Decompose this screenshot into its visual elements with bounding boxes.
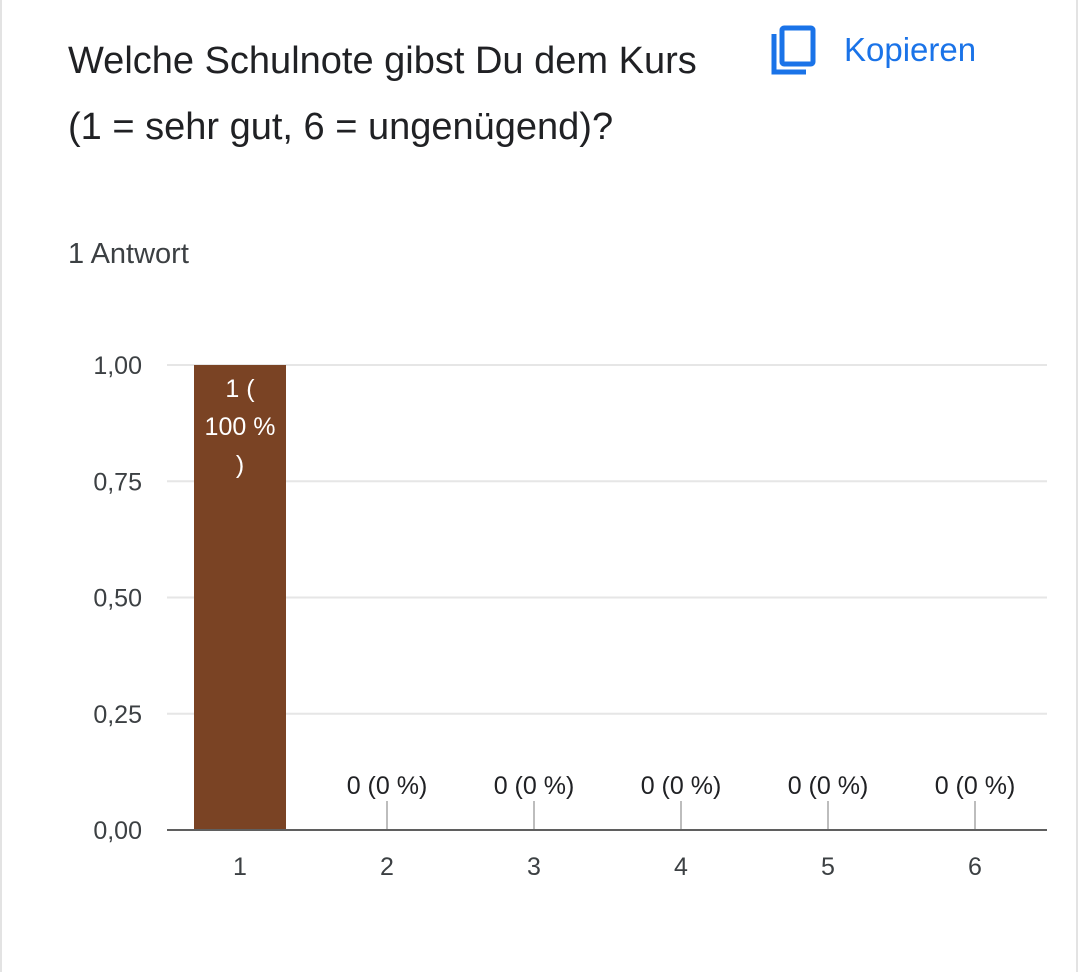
bar xyxy=(194,365,286,830)
question-title: Welche Schulnote gibst Du dem Kurs (1 = … xyxy=(68,40,697,148)
x-tick-label: 4 xyxy=(674,853,688,881)
y-tick-label: 0,75 xyxy=(93,468,142,496)
y-tick-label: 1,00 xyxy=(93,352,142,380)
data-label: ) xyxy=(236,451,244,479)
y-tick-label: 0,25 xyxy=(93,701,142,729)
data-label: 0 (0 %) xyxy=(494,772,575,800)
data-label: 100 % xyxy=(205,413,276,441)
x-tick-label: 6 xyxy=(968,853,982,881)
x-tick-label: 1 xyxy=(233,853,247,881)
y-tick-label: 0,00 xyxy=(93,817,142,845)
copy-button-label: Kopieren xyxy=(844,31,977,68)
x-tick-label: 3 xyxy=(527,853,541,881)
data-label: 0 (0 %) xyxy=(347,772,428,800)
data-label: 1 ( xyxy=(225,375,255,403)
copy-button[interactable]: Kopieren xyxy=(768,22,976,78)
data-label: 0 (0 %) xyxy=(935,772,1016,800)
x-tick-label: 5 xyxy=(821,853,835,881)
x-tick-label: 2 xyxy=(380,853,394,881)
copy-icon xyxy=(771,25,816,75)
data-label: 0 (0 %) xyxy=(641,772,722,800)
data-label: 0 (0 %) xyxy=(788,772,869,800)
response-count: 1 Antwort xyxy=(68,238,189,270)
y-tick-label: 0,50 xyxy=(93,585,142,613)
